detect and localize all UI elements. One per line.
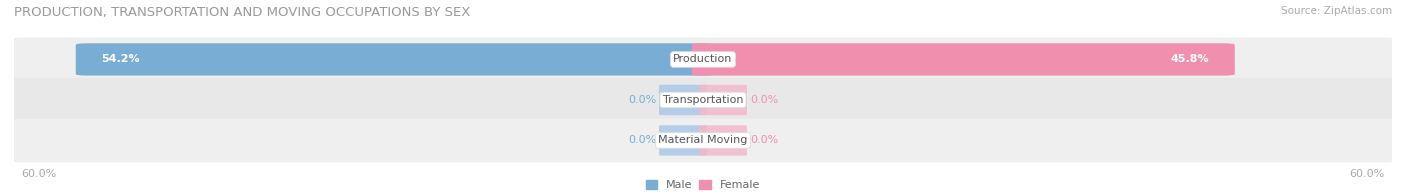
- Text: 0.0%: 0.0%: [628, 135, 657, 145]
- Text: PRODUCTION, TRANSPORTATION AND MOVING OCCUPATIONS BY SEX: PRODUCTION, TRANSPORTATION AND MOVING OC…: [14, 6, 471, 19]
- Text: 60.0%: 60.0%: [1350, 169, 1385, 179]
- Legend: Male, Female: Male, Female: [647, 180, 759, 191]
- Text: 0.0%: 0.0%: [749, 135, 778, 145]
- Text: Material Moving: Material Moving: [658, 135, 748, 145]
- Text: Source: ZipAtlas.com: Source: ZipAtlas.com: [1281, 6, 1392, 16]
- FancyBboxPatch shape: [699, 125, 747, 156]
- Text: 0.0%: 0.0%: [749, 95, 778, 105]
- Text: 60.0%: 60.0%: [21, 169, 56, 179]
- Text: 45.8%: 45.8%: [1171, 54, 1209, 64]
- FancyBboxPatch shape: [692, 43, 1234, 76]
- FancyBboxPatch shape: [76, 43, 714, 76]
- FancyBboxPatch shape: [14, 119, 1392, 162]
- FancyBboxPatch shape: [659, 125, 707, 156]
- Text: 54.2%: 54.2%: [101, 54, 139, 64]
- Text: Production: Production: [673, 54, 733, 64]
- FancyBboxPatch shape: [699, 85, 747, 115]
- FancyBboxPatch shape: [659, 85, 707, 115]
- Text: 0.0%: 0.0%: [628, 95, 657, 105]
- FancyBboxPatch shape: [14, 78, 1392, 122]
- FancyBboxPatch shape: [14, 37, 1392, 81]
- Text: Transportation: Transportation: [662, 95, 744, 105]
